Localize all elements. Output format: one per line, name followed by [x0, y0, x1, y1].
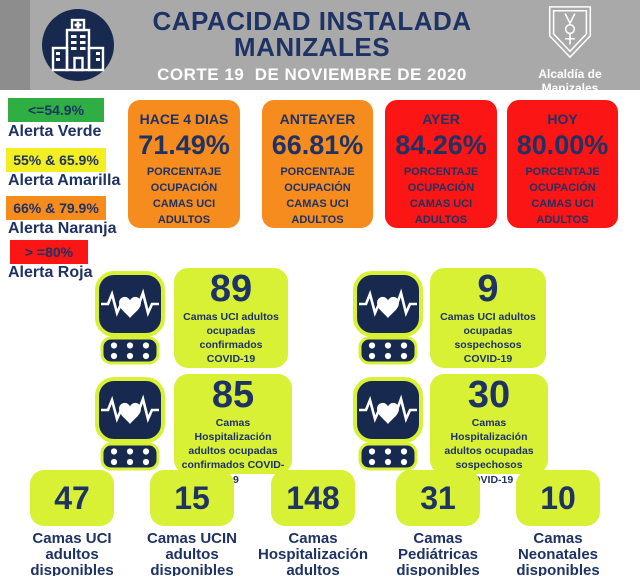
occupancy-description: PORCENTAJE OCUPACIÓN CAMAS UCI ADULTOS: [280, 166, 355, 226]
available-label: Camas UCI adultos disponibles: [30, 530, 114, 576]
available-value: 10: [540, 479, 576, 516]
legend-range-amarilla: 55% & 65.9%: [6, 148, 106, 172]
heart-monitor-icon: [352, 270, 424, 366]
available-box-uci: 47: [30, 470, 114, 526]
available-label: Camas UCIN adultos disponibles: [146, 530, 238, 576]
legend-range-naranja: 66% & 79.9%: [6, 196, 106, 220]
occupancy-card-hoy: HOY 80.00% PORCENTAJE OCUPACIÓN CAMAS UC…: [507, 100, 618, 228]
occupied-card-hosp-confirmados: 85 Camas Hospitalización adultos ocupada…: [174, 374, 292, 486]
available-label: Camas Pediátricas disponibles: [396, 530, 480, 576]
page-title-line1: CAPACIDAD INSTALADA: [152, 6, 472, 36]
occupancy-period: AYER: [422, 111, 460, 127]
occupancy-period: HACE 4 DIAS: [139, 111, 229, 127]
occupied-value: 85: [211, 374, 255, 416]
hospital-icon: [40, 7, 116, 83]
occupancy-value: 71.49%: [138, 130, 230, 160]
available-box-pediatricas: 31: [396, 470, 480, 526]
available-value: 47: [54, 479, 90, 516]
occupancy-value: 66.81%: [271, 130, 364, 160]
occupied-card-hosp-sospechosos: 30 Camas Hospitalización adultos ocupada…: [430, 374, 548, 486]
legend-range-verde: <=54.9%: [8, 98, 104, 122]
legend-label-verde: Alerta Verde: [8, 123, 102, 140]
occupied-label: Camas UCI adultos ocupadas sospechosos C…: [440, 310, 536, 366]
city-crest: Alcaldía de Manizales: [514, 4, 626, 95]
occupied-label: Camas UCI adultos ocupadas confirmados C…: [183, 310, 279, 366]
occupancy-card-anteayer: ANTEAYER 66.81% PORCENTAJE OCUPACIÓN CAM…: [262, 100, 373, 228]
occupancy-value: 80.00%: [516, 130, 609, 160]
heart-monitor-icon: [352, 376, 424, 472]
occupied-card-uci-confirmados: 89 Camas UCI adultos ocupadas confirmado…: [174, 268, 288, 368]
occupancy-period: HOY: [547, 111, 578, 127]
legend-label-naranja: Alerta Naranja: [8, 220, 117, 237]
available-box-hospitalizacion: 148: [271, 470, 355, 526]
occupancy-card-hace4dias: HACE 4 DIAS 71.49% PORCENTAJE OCUPACIÓN …: [128, 100, 240, 228]
available-box-neonatales: 10: [516, 470, 600, 526]
heart-monitor-icon: [94, 376, 166, 472]
legend-range-roja: > =80%: [10, 240, 88, 264]
legend-label-amarilla: Alerta Amarilla: [8, 172, 121, 189]
available-value: 148: [286, 479, 340, 516]
occupied-value: 89: [209, 268, 253, 310]
occupancy-description: PORCENTAJE OCUPACIÓN CAMAS UCI ADULTOS: [146, 166, 222, 226]
legend-label-roja: Alerta Roja: [8, 264, 93, 281]
available-value: 31: [420, 479, 456, 516]
heart-monitor-icon: [94, 270, 166, 366]
page-title-line2: MANIZALES: [233, 32, 391, 62]
header-banner: CAPACIDAD INSTALADA MANIZALES CORTE 19 D…: [0, 0, 640, 95]
occupancy-value: 84.26%: [395, 130, 487, 160]
occupied-value: 30: [467, 374, 511, 416]
occupied-card-uci-sospechosos: 9 Camas UCI adultos ocupadas sospechosos…: [430, 268, 546, 368]
occupancy-card-ayer: AYER 84.26% PORCENTAJE OCUPACIÓN CAMAS U…: [385, 100, 497, 228]
occupancy-period: ANTEAYER: [279, 111, 356, 127]
occupancy-description: PORCENTAJE OCUPACIÓN CAMAS UCI ADULTOS: [525, 166, 600, 226]
available-label: Camas Hospitalización adultos disponible…: [257, 530, 369, 576]
available-box-ucin: 15: [150, 470, 234, 526]
crest-caption: Alcaldía de Manizales: [538, 67, 602, 95]
available-label: Camas Neonatales disponibles: [516, 530, 600, 576]
title-block: CAPACIDAD INSTALADA MANIZALES CORTE 19 D…: [128, 8, 496, 85]
report-date: CORTE 19 DE NOVIEMBRE DE 2020: [157, 65, 467, 84]
occupancy-description: PORCENTAJE OCUPACIÓN CAMAS UCI ADULTOS: [403, 166, 479, 226]
available-value: 15: [174, 479, 210, 516]
occupied-value: 9: [477, 268, 499, 310]
header-left-strip: [0, 0, 30, 90]
crest-shield-icon: [548, 6, 592, 59]
